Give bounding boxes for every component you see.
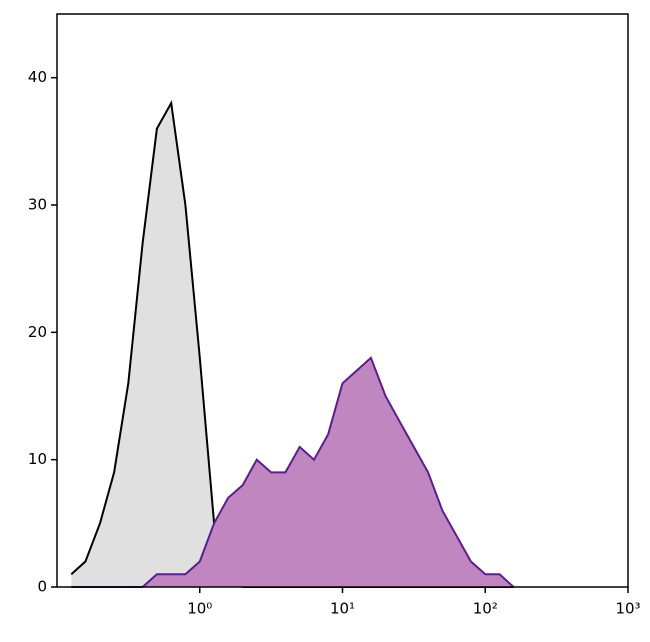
y-tick-label: 0	[37, 578, 47, 596]
x-tick-label: 10³	[615, 600, 640, 618]
y-tick-label: 40	[28, 68, 47, 86]
y-tick-label: 30	[28, 196, 47, 214]
y-tick-label: 10	[28, 450, 47, 468]
x-tick-label: 10²	[473, 600, 498, 618]
area-fill	[71, 357, 514, 587]
x-tick-label: 10⁰	[187, 600, 212, 618]
area-fill	[71, 103, 514, 587]
x-tick-label: 10¹	[330, 600, 355, 618]
y-tick-label: 20	[28, 323, 47, 341]
histogram-line	[71, 356, 515, 588]
